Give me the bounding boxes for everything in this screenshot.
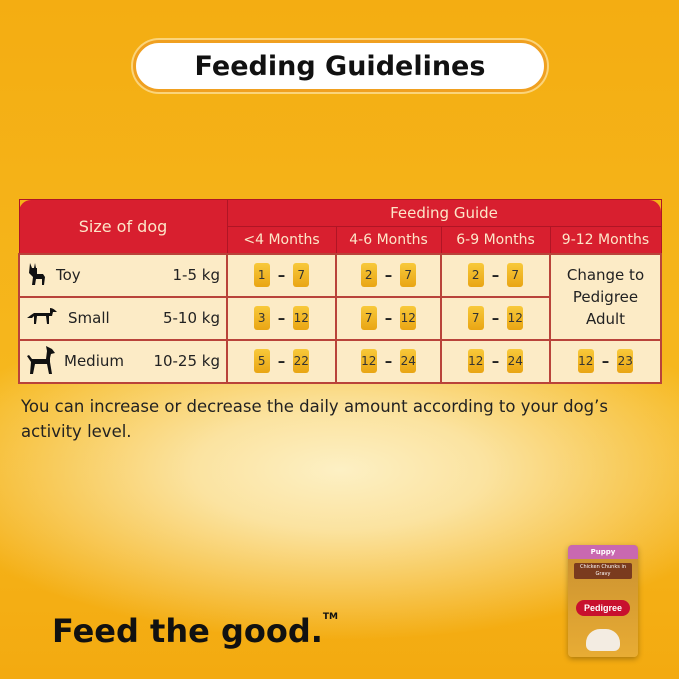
feeding-cell: 5–22 — [226, 338, 337, 384]
medium-dog-icon — [26, 344, 56, 378]
note: You can increase or decrease the daily a… — [21, 397, 608, 441]
tagline: Feed the good.TM — [52, 612, 338, 650]
pouch-icon: 7 — [507, 263, 524, 287]
pouch-icon: 5 — [253, 349, 270, 373]
table-row: Toy 1-5 kg 1–7 2–7 2–7 Change to Pedigree Adu… — [18, 252, 662, 341]
feeding-cell: 2–7 — [440, 252, 551, 298]
pouch-icon: 12 — [400, 306, 417, 330]
product-variant: Chicken Chunks in Gravy — [574, 563, 632, 579]
dash: – — [384, 265, 393, 284]
dog-weight: 10-25 kg — [153, 352, 220, 370]
feeding-table: Size of dog Feeding Guide <4 Months 4-6 … — [18, 199, 662, 384]
dog-size: Toy — [56, 266, 81, 284]
title: Feeding Guidelines — [194, 50, 486, 82]
pouch-icon: 7 — [467, 306, 484, 330]
pouch-icon: 7 — [293, 263, 310, 287]
guide-header: Feeding Guide — [226, 199, 662, 227]
feeding-cell: 1–7 — [226, 252, 337, 298]
pouch-icon: 2 — [467, 263, 484, 287]
puppy-image — [586, 629, 620, 651]
title-banner: Feeding Guidelines — [133, 40, 547, 92]
table-row: Small 5-10 kg 3–12 7–12 7–12 — [18, 295, 661, 341]
product-label: Puppy — [568, 545, 638, 559]
table-row: Medium 10-25 kg 5–22 12–24 12–24 12–23 — [18, 338, 662, 384]
pouch-icon: 12 — [293, 306, 310, 330]
adult-note-cell: Change to Pedigree Adult — [549, 252, 662, 341]
pouch-icon: 7 — [400, 263, 417, 287]
dog-weight: 1-5 kg — [172, 266, 220, 284]
feeding-cell: 12–24 — [335, 338, 442, 384]
pouch-icon: 12 — [507, 306, 524, 330]
pouch-icon: 24 — [400, 349, 417, 373]
feeding-cell: 12–23 — [549, 338, 662, 384]
feeding-cell: 12–24 — [440, 338, 551, 384]
pouch-icon: 12 — [577, 349, 594, 373]
tagline-text: Feed the good. — [52, 612, 323, 650]
dash: – — [491, 351, 500, 370]
pouch-icon: 2 — [360, 263, 377, 287]
pouch-icon: 3 — [253, 306, 270, 330]
dash: – — [491, 265, 500, 284]
pouch-icon: 23 — [617, 349, 634, 373]
dash: – — [277, 265, 286, 284]
pouch-icon: 12 — [467, 349, 484, 373]
pouch-icon: 22 — [293, 349, 310, 373]
feeding-cell: 7–12 — [440, 295, 551, 341]
col-header: 4-6 Months — [335, 226, 442, 254]
trademark: TM — [322, 612, 338, 622]
size-header: Size of dog — [18, 199, 228, 254]
brand-logo: Pedigree — [576, 600, 630, 616]
dog-size: Small — [68, 309, 110, 327]
dog-size-cell: Small 5-10 kg — [18, 295, 228, 341]
dog-size-cell: Toy 1-5 kg — [18, 252, 228, 298]
feeding-cell: 2–7 — [335, 252, 442, 298]
dash: – — [277, 351, 286, 370]
small-dog-icon — [26, 306, 60, 330]
pouch-icon: 12 — [360, 349, 377, 373]
dash: – — [384, 351, 393, 370]
dog-weight: 5-10 kg — [162, 309, 220, 327]
feeding-cell: 7–12 — [335, 295, 442, 341]
product-pouch-image: Puppy Chicken Chunks in Gravy Pedigree — [568, 545, 638, 657]
col-header: <4 Months — [226, 226, 337, 254]
toy-dog-icon — [26, 261, 48, 289]
dog-size: Medium — [64, 352, 124, 370]
dash: – — [384, 308, 393, 327]
col-header: 9-12 Months — [549, 226, 662, 254]
dash: – — [277, 308, 286, 327]
dash: – — [601, 351, 610, 370]
pouch-icon: 1 — [253, 263, 270, 287]
pouch-icon: 24 — [507, 349, 524, 373]
feeding-cell: 3–12 — [226, 295, 337, 341]
col-header: 6-9 Months — [440, 226, 551, 254]
dash: – — [491, 308, 500, 327]
dog-size-cell: Medium 10-25 kg — [18, 338, 228, 384]
pouch-icon: 7 — [360, 306, 377, 330]
